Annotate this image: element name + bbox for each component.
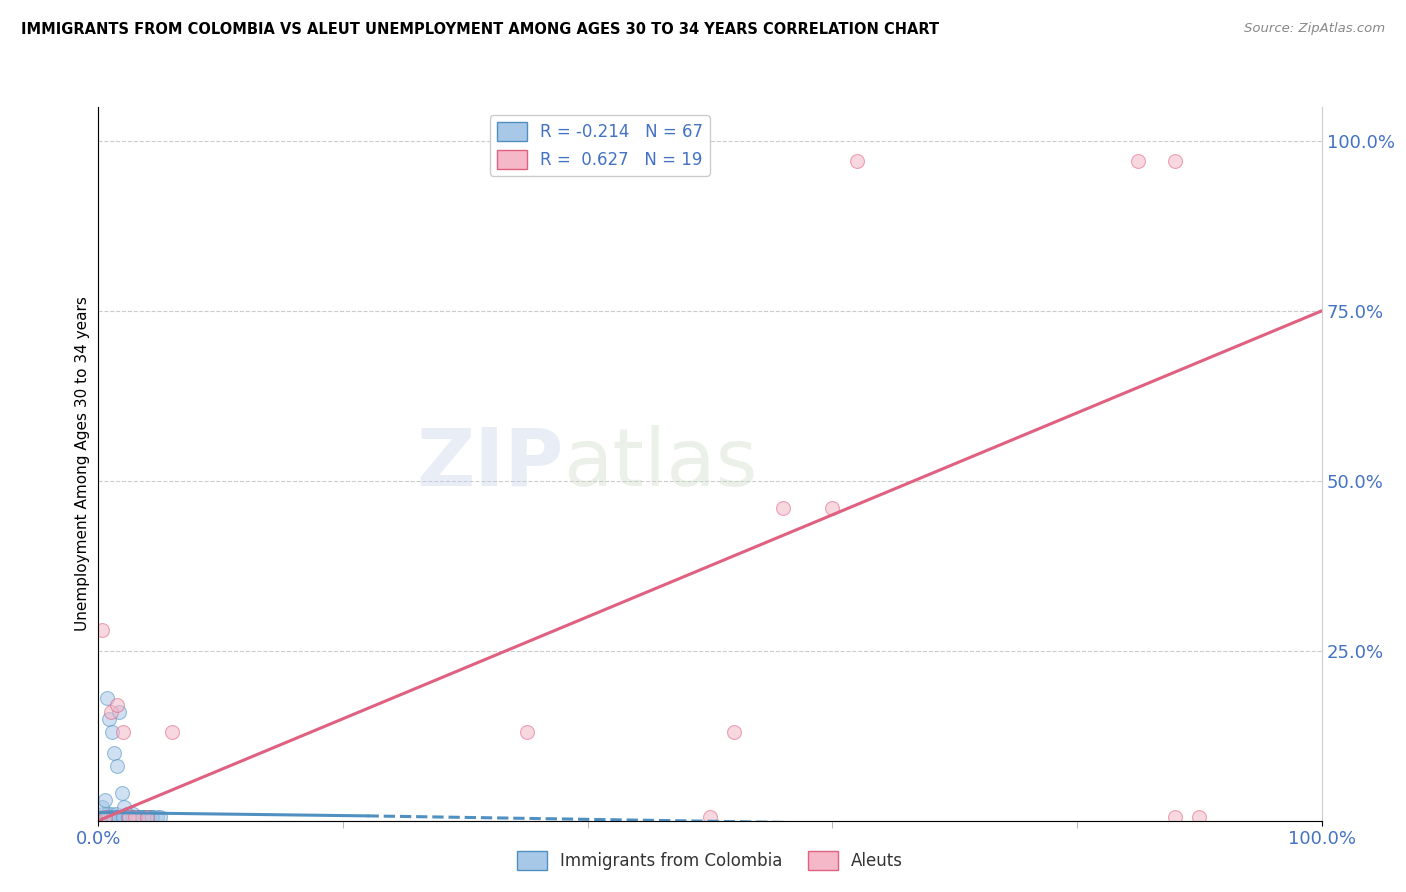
Point — [136, 810, 159, 824]
Point — [127, 810, 149, 824]
Point — [515, 725, 537, 739]
Point — [111, 810, 134, 824]
Point — [772, 501, 794, 516]
Point — [112, 800, 135, 814]
Point — [97, 810, 120, 824]
Point — [111, 810, 134, 824]
Point — [136, 810, 159, 824]
Point — [160, 725, 183, 739]
Point — [136, 810, 159, 824]
Point — [139, 810, 162, 824]
Point — [129, 810, 152, 824]
Point — [108, 705, 131, 719]
Point — [94, 810, 117, 824]
Point — [108, 810, 131, 824]
Point — [101, 810, 124, 824]
Point — [723, 725, 745, 739]
Point — [120, 810, 142, 824]
Point — [135, 810, 157, 824]
Point — [845, 154, 868, 169]
Point — [100, 705, 122, 719]
Point — [114, 810, 136, 824]
Point — [821, 501, 844, 516]
Point — [110, 810, 132, 824]
Point — [105, 759, 128, 773]
Point — [115, 810, 138, 824]
Point — [138, 810, 160, 824]
Point — [91, 624, 114, 638]
Point — [104, 806, 127, 821]
Point — [134, 810, 156, 824]
Point — [115, 806, 138, 821]
Point — [100, 806, 122, 821]
Point — [120, 810, 142, 824]
Point — [146, 810, 169, 824]
Point — [107, 810, 129, 824]
Point — [121, 810, 143, 824]
Point — [141, 810, 163, 824]
Point — [96, 806, 118, 821]
Point — [149, 810, 172, 824]
Point — [699, 810, 721, 824]
Point — [101, 810, 124, 824]
Text: IMMIGRANTS FROM COLOMBIA VS ALEUT UNEMPLOYMENT AMONG AGES 30 TO 34 YEARS CORRELA: IMMIGRANTS FROM COLOMBIA VS ALEUT UNEMPL… — [21, 22, 939, 37]
Point — [91, 806, 114, 821]
Point — [1128, 154, 1150, 169]
Point — [1188, 810, 1211, 824]
Point — [128, 810, 150, 824]
Point — [122, 810, 145, 824]
Point — [111, 810, 134, 824]
Point — [139, 810, 162, 824]
Point — [91, 810, 114, 824]
Point — [98, 712, 121, 726]
Point — [141, 810, 163, 824]
Point — [98, 810, 121, 824]
Point — [101, 810, 124, 824]
Point — [103, 746, 125, 760]
Text: ZIP: ZIP — [416, 425, 564, 503]
Point — [127, 810, 149, 824]
Point — [112, 810, 135, 824]
Point — [117, 810, 139, 824]
Text: atlas: atlas — [564, 425, 758, 503]
Point — [117, 810, 139, 824]
Point — [118, 810, 141, 824]
Point — [129, 810, 152, 824]
Point — [105, 698, 128, 712]
Point — [132, 810, 155, 824]
Point — [125, 810, 148, 824]
Point — [118, 810, 141, 824]
Point — [103, 810, 125, 824]
Point — [124, 810, 146, 824]
Point — [118, 810, 141, 824]
Point — [111, 725, 134, 739]
Point — [111, 787, 134, 801]
Point — [93, 810, 115, 824]
Point — [105, 810, 128, 824]
Point — [131, 810, 153, 824]
Point — [97, 810, 120, 824]
Point — [124, 810, 146, 824]
Point — [1164, 154, 1187, 169]
Point — [121, 806, 143, 821]
Text: Source: ZipAtlas.com: Source: ZipAtlas.com — [1244, 22, 1385, 36]
Point — [90, 810, 112, 824]
Point — [93, 810, 115, 824]
Legend: Immigrants from Colombia, Aleuts: Immigrants from Colombia, Aleuts — [510, 844, 910, 877]
Point — [1164, 810, 1187, 824]
Point — [101, 725, 124, 739]
Point — [131, 810, 153, 824]
Point — [93, 793, 115, 807]
Y-axis label: Unemployment Among Ages 30 to 34 years: Unemployment Among Ages 30 to 34 years — [75, 296, 90, 632]
Point — [91, 800, 114, 814]
Point — [96, 691, 118, 706]
Point — [107, 810, 129, 824]
